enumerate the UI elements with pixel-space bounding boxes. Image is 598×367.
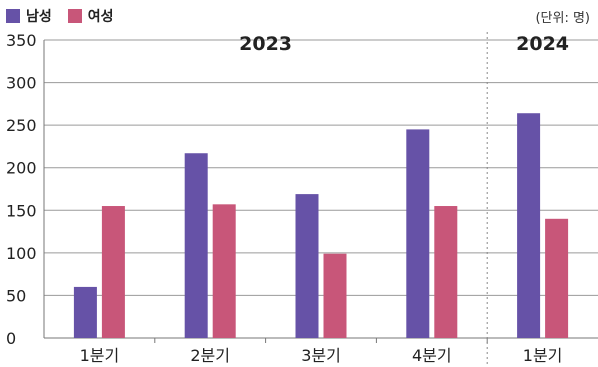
y-tick-label: 250 (6, 116, 37, 135)
bar-male (73, 286, 97, 338)
bar-male (184, 153, 208, 338)
legend-label-male: 남성 (26, 9, 52, 25)
x-tick-label: 1분기 (80, 346, 120, 365)
x-tick-label: 2분기 (190, 346, 230, 365)
legend-swatch-female (67, 9, 82, 23)
x-tick-label: 1분기 (523, 346, 563, 365)
x-tick-label: 3분기 (301, 346, 341, 365)
bar-female (212, 204, 236, 338)
year-label: 2023 (239, 33, 292, 55)
bar-male (406, 129, 430, 338)
unit-label: (단위: 명) (535, 11, 590, 26)
legend-swatch-male (6, 9, 20, 23)
y-tick-label: 350 (6, 31, 37, 50)
bar-female (434, 206, 458, 338)
y-tick-label: 0 (6, 329, 16, 348)
y-tick-label: 50 (6, 286, 26, 305)
legend-label-female: 여성 (87, 9, 114, 25)
bar-male (517, 113, 541, 338)
y-tick-label: 150 (6, 201, 37, 220)
year-label: 2024 (516, 33, 569, 55)
bar-female (101, 206, 125, 338)
y-tick-label: 100 (6, 244, 37, 263)
bar-male (295, 194, 319, 338)
legend-item-male: 남성 (6, 6, 52, 26)
bar-female (323, 253, 347, 338)
legend: 남성 여성 (6, 6, 124, 26)
legend-item-female: 여성 (67, 6, 114, 26)
y-tick-label: 300 (6, 74, 37, 93)
y-tick-label: 200 (6, 159, 37, 178)
x-tick-label: 4분기 (412, 346, 452, 365)
bar-female (545, 218, 569, 338)
